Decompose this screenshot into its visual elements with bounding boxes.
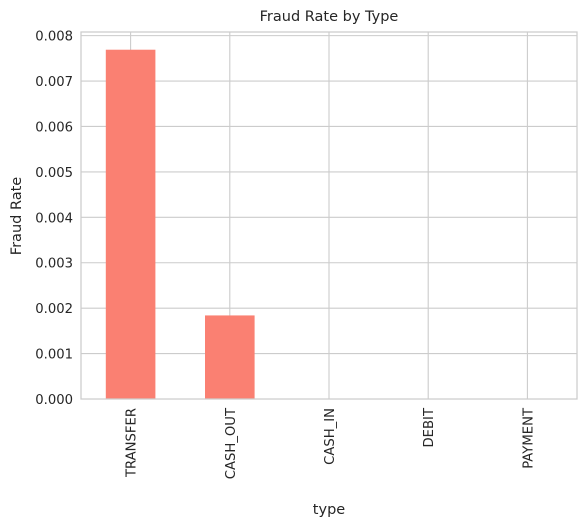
y-tick-label: 0.007 [35, 75, 73, 90]
bar-cash-out [205, 315, 255, 399]
y-tick-label: 0.002 [35, 302, 73, 317]
y-tick-labels: 0.000 0.001 0.002 0.003 0.004 0.005 0.006 0.007… [35, 30, 73, 408]
y-tick-label: 0.001 [35, 348, 73, 363]
y-axis-label: Fraud Rate [9, 177, 25, 255]
grid-layer [81, 32, 577, 400]
y-tick-label: 0.004 [35, 211, 73, 226]
x-tick-label: CASH_OUT [224, 407, 239, 479]
x-tick-label: DEBIT [422, 407, 437, 447]
x-tick-label: CASH_IN [323, 408, 338, 465]
y-tick-label: 0.005 [35, 166, 73, 181]
x-axis-label: type [313, 502, 345, 518]
chart-title: Fraud Rate by Type [260, 9, 399, 25]
y-tick-label: 0.008 [35, 30, 73, 45]
bar-transfer [105, 49, 156, 399]
x-tick-labels: TRANSFER CASH_OUT CASH_IN DEBIT PAYMENT [125, 407, 537, 479]
x-tick-label: PAYMENT [521, 407, 536, 469]
bars-layer [105, 49, 255, 399]
y-tick-label: 0.000 [35, 393, 73, 408]
plot-frame [80, 31, 578, 400]
x-tick-label: TRANSFER [125, 408, 140, 478]
y-tick-label: 0.003 [35, 257, 73, 272]
y-tick-label: 0.006 [35, 120, 73, 135]
